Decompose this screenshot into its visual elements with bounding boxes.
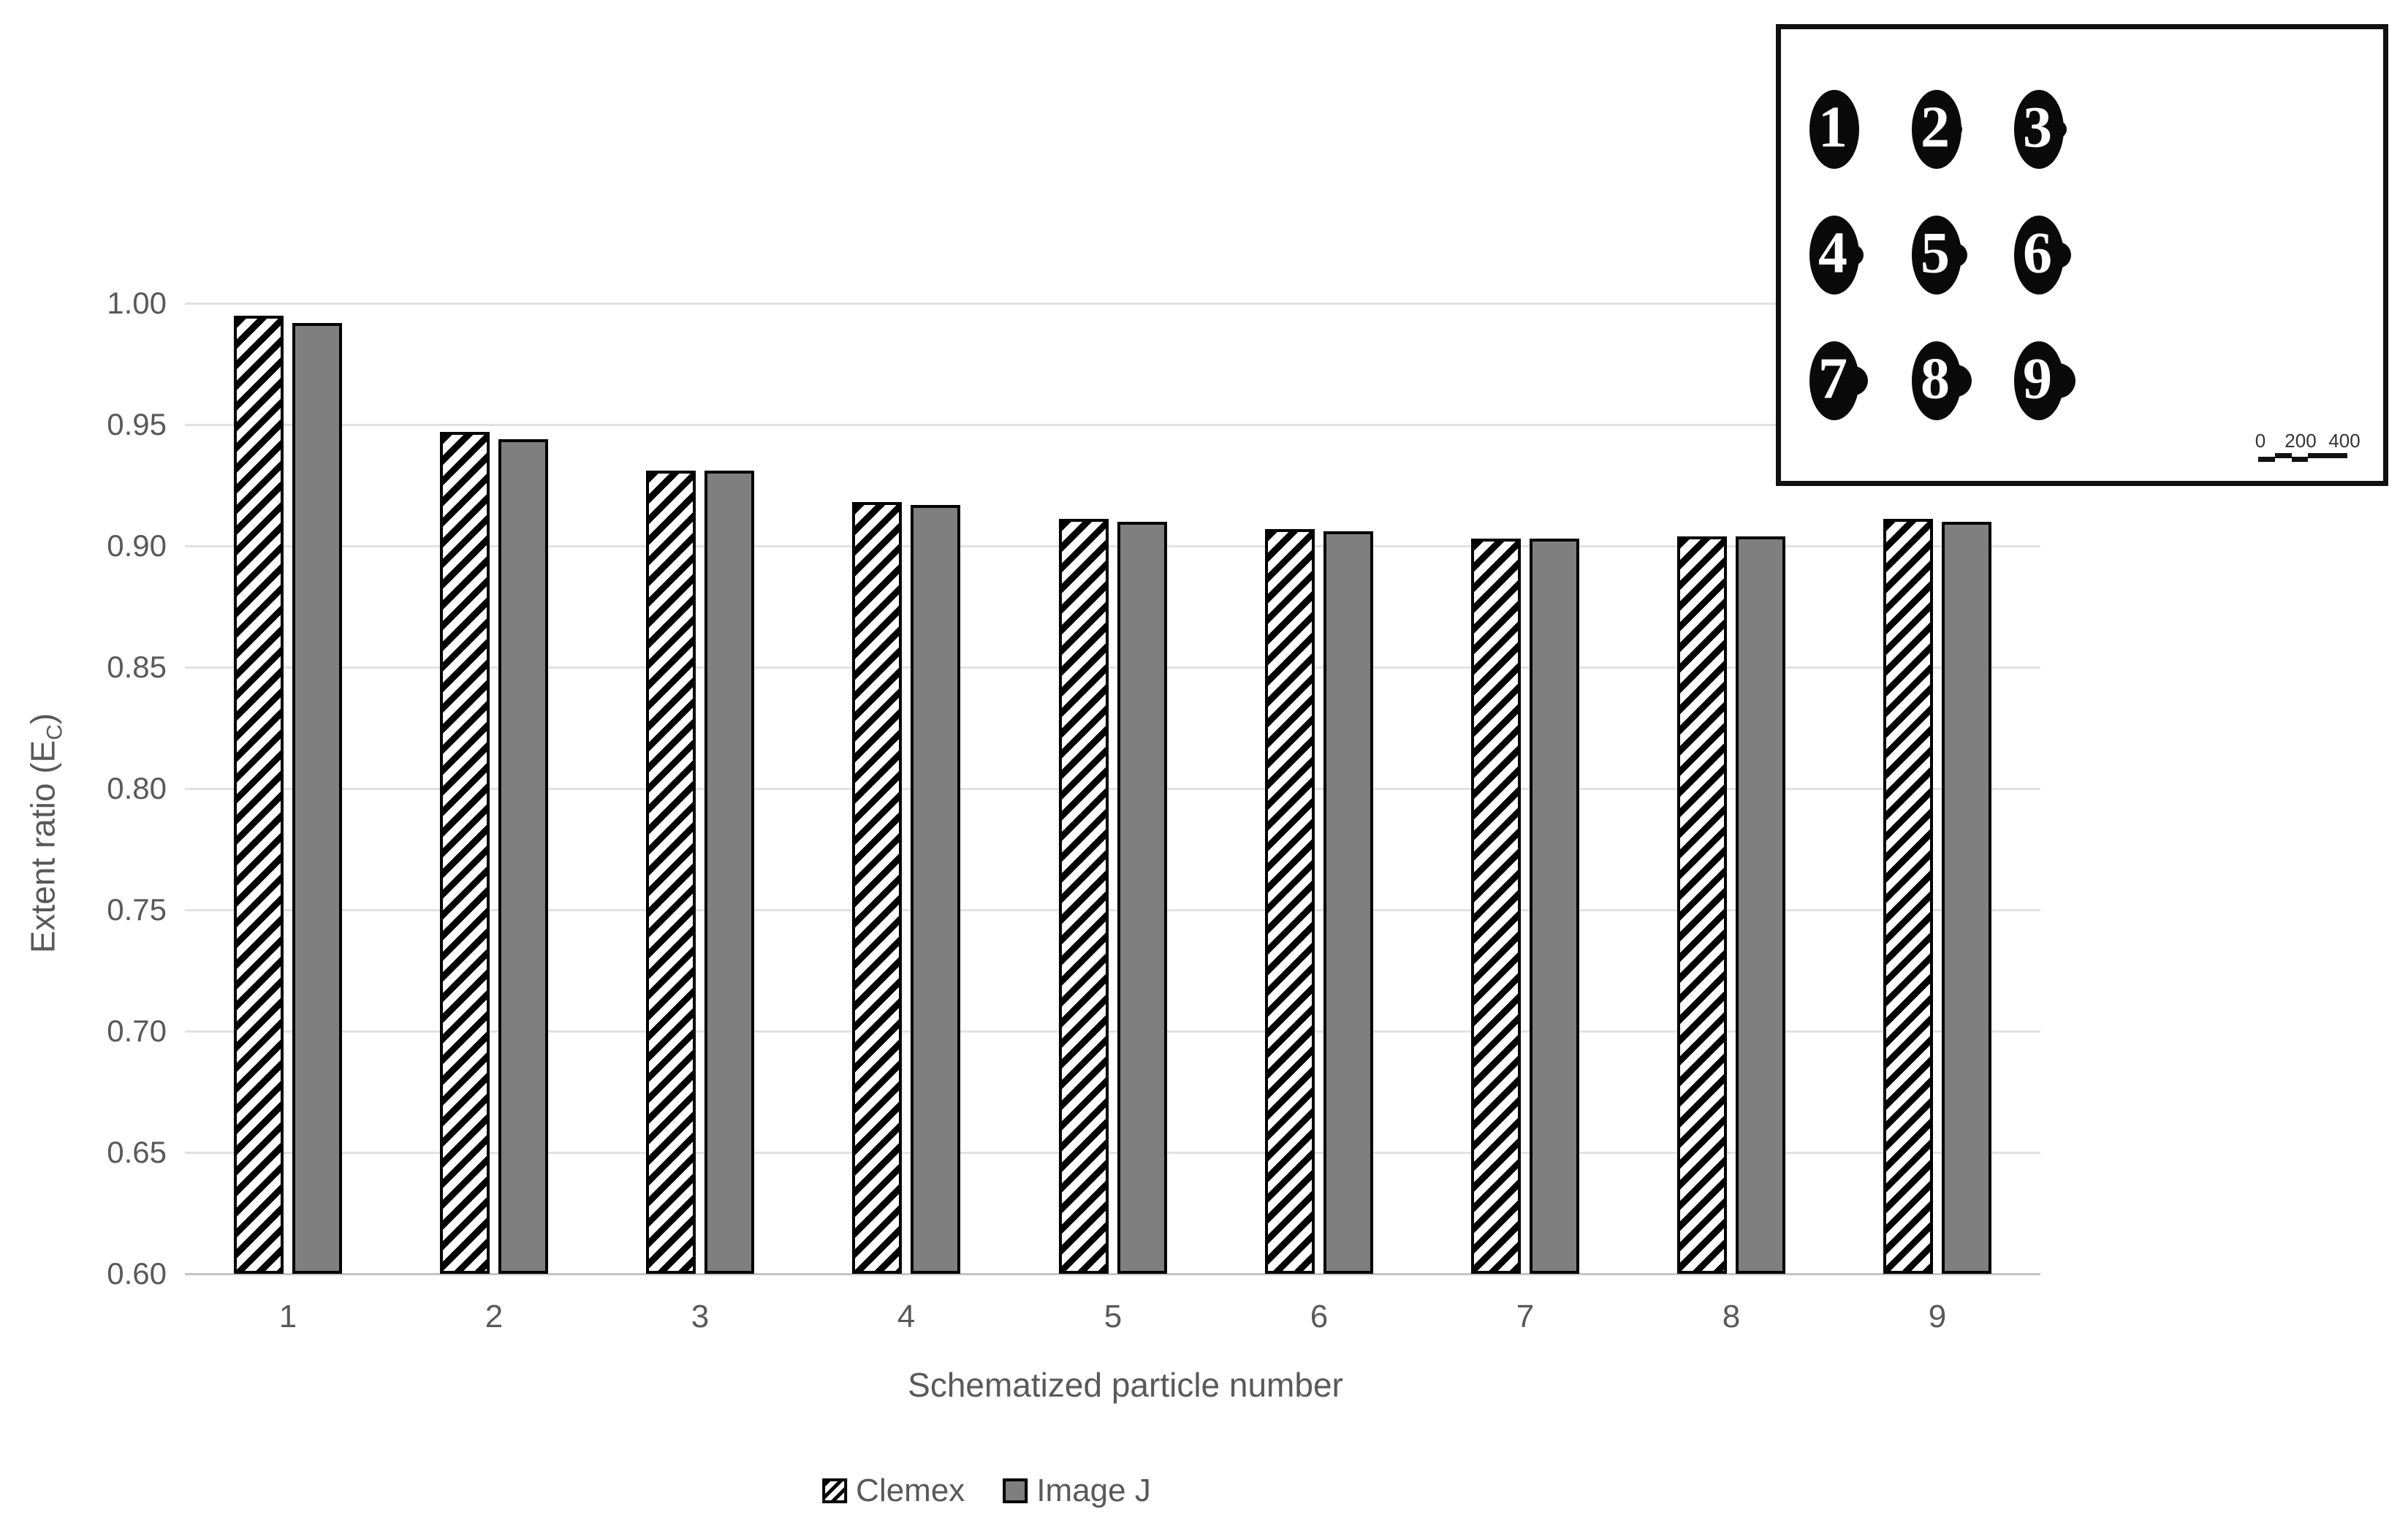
legend-item-clemex: Clemex <box>822 1475 965 1507</box>
scale-segment <box>2258 457 2275 462</box>
gridline-0.65 <box>185 1152 2040 1154</box>
gridline-0.80 <box>185 788 2040 790</box>
bar-imagej-8 <box>1736 536 1785 1274</box>
gridline-0.70 <box>185 1030 2040 1033</box>
y-tick-label: 0.80 <box>107 771 167 805</box>
gridline-0.95 <box>185 424 2040 426</box>
particle-body <box>2014 341 2064 420</box>
particle-body <box>1912 216 1961 295</box>
y-axis-title-subscript: C <box>42 724 67 740</box>
legend-marker-hatched <box>822 1478 848 1503</box>
bar-clemex-2 <box>440 432 490 1274</box>
scale-bar: 0 200 400 <box>2252 430 2360 468</box>
bar-clemex-7 <box>1471 539 1521 1274</box>
gridline-1.00 <box>185 303 2040 305</box>
particle-number: 7 <box>1818 346 1847 411</box>
y-tick-label: 0.60 <box>107 1256 167 1291</box>
particle-number: 2 <box>1921 95 1950 160</box>
scale-label-400: 400 <box>2328 430 2360 452</box>
particle-body <box>2014 90 2064 169</box>
y-tick-label: 0.90 <box>107 528 167 563</box>
gridline-0.85 <box>185 666 2040 669</box>
x-tick-label-2: 2 <box>485 1299 504 1334</box>
particle-body <box>1809 216 1859 295</box>
x-tick-label-5: 5 <box>1104 1299 1123 1334</box>
x-axis-title: Schematized particle number <box>908 1366 1343 1404</box>
scale-label-0: 0 <box>2255 430 2266 452</box>
x-tick-label-4: 4 <box>897 1299 916 1334</box>
particle-number: 1 <box>1818 95 1847 160</box>
bar-clemex-3 <box>646 471 696 1274</box>
particle-inset-diagram: 1 2 3 4 5 6 7 8 9 0 200 400 <box>1776 24 2388 486</box>
particle-number: 6 <box>2023 221 2052 286</box>
y-axis-title-suffix: ) <box>23 713 62 725</box>
y-axis-title: Extent ratio (EC) <box>23 713 67 953</box>
bar-imagej-2 <box>498 439 548 1274</box>
scale-label-200: 200 <box>2284 430 2317 452</box>
bar-clemex-6 <box>1265 529 1315 1274</box>
gridline-0.60 <box>185 1273 2040 1275</box>
particle-number: 4 <box>1818 221 1847 286</box>
particle-number: 9 <box>2023 346 2052 411</box>
x-tick-label-1: 1 <box>278 1299 297 1334</box>
bar-imagej-1 <box>292 323 342 1274</box>
particle-body <box>1912 341 1961 420</box>
bar-imagej-3 <box>704 471 754 1274</box>
legend: Clemex Image J <box>822 1475 1151 1507</box>
legend-marker-gray <box>1003 1478 1028 1503</box>
y-axis-title-text: Extent ratio (E <box>23 740 62 954</box>
bar-imagej-9 <box>1942 522 1991 1274</box>
legend-label: Image J <box>1036 1473 1151 1508</box>
y-tick-label: 0.95 <box>107 407 167 441</box>
bar-imagej-6 <box>1323 531 1373 1274</box>
particle-body <box>2014 216 2064 295</box>
x-tick-label-7: 7 <box>1516 1299 1535 1334</box>
legend-label: Clemex <box>856 1473 965 1508</box>
bar-clemex-5 <box>1059 519 1109 1274</box>
particle-body <box>1809 90 1859 169</box>
y-tick-label: 0.70 <box>107 1014 167 1048</box>
particle-number: 3 <box>2023 95 2052 160</box>
scale-segment <box>2308 453 2347 458</box>
particle-number: 5 <box>1921 221 1950 286</box>
x-tick-label-8: 8 <box>1722 1299 1741 1334</box>
particle-body <box>1912 90 1961 169</box>
legend-item-imagej: Image J <box>1003 1475 1151 1507</box>
gridline-0.90 <box>185 545 2040 547</box>
y-tick-label: 0.75 <box>107 892 167 927</box>
gridline-0.75 <box>185 909 2040 911</box>
x-tick-label-9: 9 <box>1928 1299 1947 1334</box>
scale-segment <box>2292 457 2308 462</box>
x-tick-label-6: 6 <box>1310 1299 1329 1334</box>
bar-clemex-9 <box>1883 519 1933 1274</box>
particle-body <box>1809 341 1859 420</box>
bar-clemex-4 <box>852 502 902 1274</box>
bar-clemex-8 <box>1677 536 1727 1274</box>
y-tick-label: 0.65 <box>107 1135 167 1169</box>
bar-imagej-7 <box>1530 539 1579 1274</box>
bar-imagej-5 <box>1117 522 1167 1274</box>
y-tick-label: 0.85 <box>107 650 167 684</box>
scale-segment <box>2275 453 2292 458</box>
bar-imagej-4 <box>911 505 960 1274</box>
x-tick-label-3: 3 <box>691 1299 710 1334</box>
y-tick-label: 1.00 <box>107 286 167 320</box>
bar-clemex-1 <box>234 316 284 1274</box>
particle-number: 8 <box>1921 346 1950 411</box>
